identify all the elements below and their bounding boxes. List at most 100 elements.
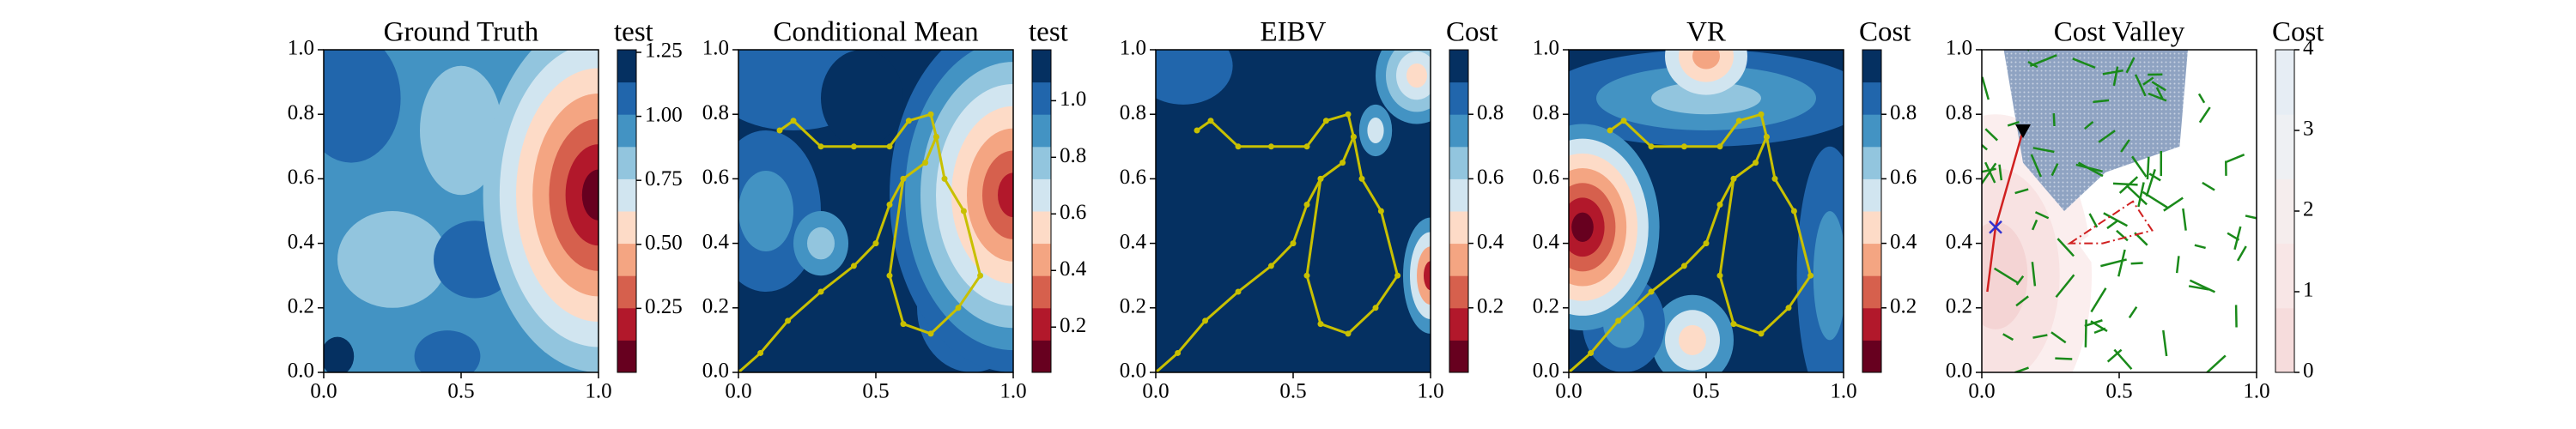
y-tick-label: 0.8 [1120, 101, 1146, 124]
colorbar-label: Cost [1446, 17, 1498, 48]
tree-edge [2029, 54, 2057, 67]
tree-edge [2007, 120, 2020, 127]
y-tick-label: 0.6 [1120, 166, 1146, 189]
y-tick-label: 0.0 [1946, 360, 1972, 383]
tree-edge [2102, 69, 2123, 76]
colorbar-band [1449, 50, 1468, 83]
tree-edge [2245, 214, 2257, 220]
waypoint [1680, 263, 1687, 269]
panel: VR 0.0 0.5 1.0 0.0 0.2 0.4 0.6 0.8 1.0 Cost 0.2 0.4 0… [1533, 17, 1917, 403]
tree-edge [2055, 357, 2073, 360]
panel: Cost Valley 0.0 0.5 1.0 0.0 0.2 0.4 0.6 0.8 1.0 Co… [1946, 17, 2324, 403]
x-tick-label: 0.0 [1555, 380, 1582, 403]
tree-edge [2031, 219, 2038, 231]
colorbar-band [2275, 243, 2294, 309]
colorbar-band [1032, 178, 1051, 212]
tree-edge [2098, 130, 2116, 143]
y-tick-label: 0.0 [702, 360, 729, 383]
waypoint [1350, 134, 1357, 141]
waypoint [850, 263, 857, 269]
colorbar-band [617, 82, 636, 115]
colorbar-band [1032, 82, 1051, 115]
waypoint [900, 321, 907, 328]
waypoint [1290, 240, 1297, 247]
waypoint [1322, 118, 1329, 124]
waypoint [1345, 111, 1352, 118]
panel-title: EIBV [1261, 17, 1327, 48]
y-tick-label: 0.4 [1533, 230, 1560, 253]
x-tick-label: 0.0 [1968, 380, 1995, 403]
x-tick-label: 0.0 [725, 380, 751, 403]
waypoint [1377, 208, 1384, 214]
contour-region [1406, 63, 1427, 88]
tree-edge [2002, 333, 2014, 341]
waypoint [1345, 330, 1352, 337]
waypoint [1730, 321, 1737, 328]
panel: EIBV 0.0 0.5 1.0 0.0 0.2 0.4 0.6 0.8 1.0 Cost 0.2 0.… [1120, 17, 1504, 403]
colorbar-band [1862, 178, 1881, 212]
waypoint [776, 127, 783, 134]
colorbar-band [2275, 307, 2294, 373]
tree-edge [2175, 256, 2180, 274]
x-tick-label: 0.0 [1142, 380, 1169, 403]
colorbar-band [1449, 82, 1468, 115]
y-tick-label: 0.2 [702, 295, 729, 318]
y-tick-label: 1.0 [1120, 37, 1146, 60]
waypoint [933, 134, 939, 141]
tree-edge [1982, 76, 1990, 100]
waypoint [1303, 201, 1310, 208]
colorbar-tick-label: 1.00 [645, 103, 683, 126]
waypoint [785, 317, 792, 324]
colorbar-band [1032, 243, 1051, 276]
waypoint [1317, 321, 1324, 328]
heatmap [738, 50, 1013, 372]
waypoint [905, 118, 912, 124]
y-tick-label: 0.4 [1120, 230, 1147, 253]
contour-region [998, 172, 1013, 218]
tree-edge [2055, 274, 2075, 299]
waypoint [1703, 240, 1710, 247]
y-tick-label: 0.6 [288, 166, 314, 189]
contour-region [1651, 82, 1761, 115]
tree-edge [2225, 154, 2245, 164]
waypoint [1235, 288, 1242, 295]
tree-edge [2084, 319, 2087, 347]
waypoint [927, 330, 934, 337]
tree-edge [2145, 168, 2156, 197]
previous-location [1989, 220, 2002, 234]
colorbar-band [617, 211, 636, 245]
colorbar-tick-label: 0 [2303, 360, 2314, 383]
colorbar-band [617, 50, 636, 83]
tree-edge [2128, 305, 2138, 319]
colorbar-band [1862, 307, 1881, 341]
tree-edge [2088, 213, 2099, 228]
current-location [2015, 124, 2031, 138]
x-tick-label: 1.0 [1830, 380, 1856, 403]
tree-edge [2113, 348, 2133, 371]
waypoint [1716, 201, 1723, 208]
tree-edge [2202, 181, 2215, 191]
y-tick-label: 0.8 [1533, 101, 1559, 124]
tree-edge [1998, 164, 2003, 181]
waypoint [1615, 317, 1622, 324]
waypoint [1194, 127, 1200, 134]
y-tick-label: 0.6 [1946, 166, 1972, 189]
colorbar-band [1862, 50, 1881, 83]
waypoint [1267, 143, 1274, 150]
contour-region [581, 169, 598, 221]
tree-edge [2233, 226, 2242, 251]
colorbar-tick-label: 0.2 [1890, 295, 1917, 318]
colorbar-tick-label: 0.8 [1060, 144, 1086, 167]
waypoint [872, 240, 879, 247]
x-tick-label: 1.0 [2243, 380, 2269, 403]
tree-edge [2189, 279, 2216, 293]
y-tick-label: 0.4 [702, 230, 730, 253]
waypoint [1763, 134, 1770, 141]
panel: Ground Truth 0.0 0.5 1.0 0.0 0.2 0.4 0.6 0.8 1.0 t… [288, 17, 683, 403]
colorbar-label: Cost [1859, 17, 1911, 48]
tree-edge [2072, 57, 2096, 69]
colorbar-band [1862, 114, 1881, 148]
tree-edge [2093, 327, 2106, 335]
panel-title: Conditional Mean [773, 17, 978, 48]
colorbar-tick-label: 4 [2303, 37, 2314, 60]
